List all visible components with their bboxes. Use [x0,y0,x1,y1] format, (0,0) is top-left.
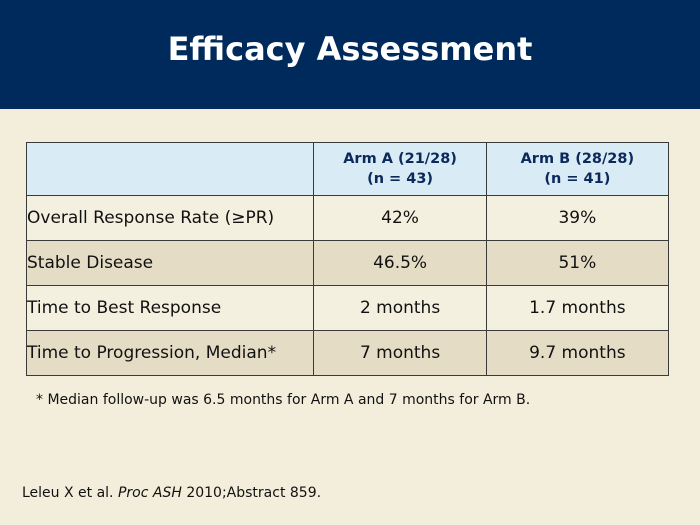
arm-b-value: 9.7 months [485,330,670,376]
table-row: Time to Best Response 2 months 1.7 month… [25,285,670,331]
arm-a-header-line2: (n = 43) [367,171,434,187]
arm-b-value: 39% [485,195,670,241]
table-row: Overall Response Rate (≥PR) 42% 39% [25,195,670,241]
row-label: Stable Disease [25,240,315,286]
arm-a-header-line1: Arm A (21/28) [343,151,457,167]
table-row: Stable Disease 46.5% 51% [25,240,670,286]
table-row: Time to Progression, Median* 7 months 9.… [25,330,670,376]
arm-a-value: 2 months [313,285,487,331]
slide-title: Efficacy Assessment [167,30,533,68]
citation-details: 2010;Abstract 859. [181,485,322,501]
arm-b-header-line1: Arm B (28/28) [520,151,635,167]
citation: Leleu X et al. Proc ASH 2010;Abstract 85… [22,485,321,501]
header-cell-empty [25,142,315,196]
row-label: Time to Best Response [25,285,315,331]
arm-b-header-line2: (n = 41) [544,171,611,187]
arm-b-value: 51% [485,240,670,286]
title-bar: Efficacy Assessment [0,0,700,109]
header-cell-arm-a: Arm A (21/28) (n = 43) [313,142,487,196]
citation-journal: Proc ASH [117,485,182,501]
header-cell-arm-b: Arm B (28/28) (n = 41) [485,142,670,196]
arm-b-value: 1.7 months [485,285,670,331]
table-header-row: Arm A (21/28) (n = 43) Arm B (28/28) (n … [25,142,670,196]
arm-a-value: 7 months [313,330,487,376]
footnote: * Median follow-up was 6.5 months for Ar… [36,392,531,408]
arm-a-value: 42% [313,195,487,241]
row-label: Overall Response Rate (≥PR) [25,195,315,241]
arm-a-value: 46.5% [313,240,487,286]
row-label: Time to Progression, Median* [25,330,315,376]
citation-authors: Leleu X et al. [22,485,118,501]
efficacy-table: Arm A (21/28) (n = 43) Arm B (28/28) (n … [25,142,670,376]
